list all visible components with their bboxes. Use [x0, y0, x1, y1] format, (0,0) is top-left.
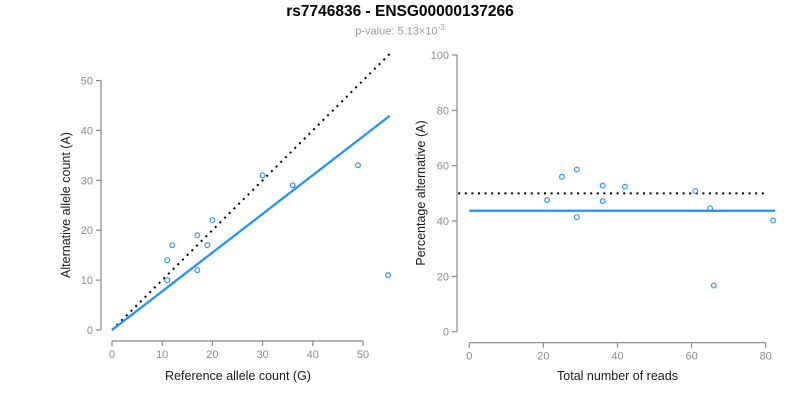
- y-tick-label: 30: [81, 175, 93, 187]
- data-point: [544, 197, 551, 203]
- right-x-axis-title: Total number of reads: [557, 369, 678, 383]
- x-tick-label: 50: [357, 349, 369, 361]
- pvalue-times-ten: ×10: [418, 25, 438, 38]
- data-point: [289, 182, 296, 189]
- data-point: [621, 183, 628, 190]
- x-tick-label: 20: [537, 351, 549, 363]
- data-point: [355, 162, 361, 169]
- fitted-ratio-line: [111, 115, 391, 331]
- data-point: [710, 282, 717, 289]
- data-point: [558, 173, 565, 180]
- x-tick-label: 30: [256, 349, 268, 361]
- y-tick-label: 50: [81, 76, 93, 88]
- x-tick-label: 60: [685, 351, 697, 363]
- y-tick-label: 40: [81, 125, 93, 137]
- percentage-vs-reads-scatter: 0 20 40 60 80 0 20 40 60 80 100: [431, 50, 777, 363]
- data-point: [169, 242, 176, 249]
- x-tick-label: 40: [611, 351, 623, 363]
- data-point: [599, 182, 606, 189]
- data-point: [599, 198, 606, 205]
- x-tick-label: 10: [156, 349, 168, 361]
- y-tick-label: 20: [81, 225, 93, 237]
- y-tick-label: 0: [87, 325, 93, 337]
- right-y-axis-title: Percentage alternative (A): [414, 120, 428, 266]
- data-point: [259, 172, 266, 179]
- data-point: [204, 242, 211, 249]
- pvalue-mantissa: 5.13: [397, 25, 419, 38]
- x-tick-label: 20: [206, 349, 218, 361]
- data-point: [194, 267, 201, 274]
- y-tick-label: 100: [431, 50, 449, 62]
- x-tick-label: 0: [466, 351, 472, 363]
- y-tick-label: 20: [437, 271, 449, 283]
- data-point: [209, 217, 216, 224]
- data-point: [194, 232, 201, 239]
- data-point: [692, 188, 699, 195]
- left-x-axis-title: Reference allele count (G): [165, 369, 311, 383]
- y-tick-label: 60: [437, 161, 449, 173]
- y-tick-label: 40: [437, 216, 449, 228]
- data-point: [770, 217, 777, 224]
- x-tick-label: 0: [109, 349, 115, 361]
- y-tick-label: 10: [81, 275, 93, 287]
- pvalue-prefix: p-value:: [355, 25, 398, 38]
- data-point: [573, 214, 580, 221]
- x-tick-label: 80: [760, 351, 772, 363]
- figure-title: rs7746836 - ENSG00000137266: [286, 3, 514, 20]
- data-point: [164, 257, 171, 264]
- x-tick-label: 40: [307, 349, 319, 361]
- y-tick-label: 80: [437, 105, 449, 117]
- y-tick-label: 0: [443, 327, 449, 339]
- pvalue-exponent: -3: [437, 23, 445, 32]
- left-y-axis-title: Alternative allele count (A): [59, 132, 73, 278]
- data-point: [573, 166, 580, 173]
- data-point: [164, 277, 171, 284]
- allele-counts-scatter: 0 10 20 30 40 50 0 10 20 30 40 50: [81, 53, 392, 361]
- data-point: [707, 205, 714, 212]
- data-point: [385, 272, 392, 279]
- identity-reference-line: [111, 53, 391, 331]
- figure-subtitle: p-value: 5.13×10-3: [0, 23, 800, 38]
